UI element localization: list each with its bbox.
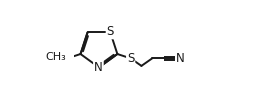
Text: S: S xyxy=(107,25,114,38)
Text: S: S xyxy=(127,52,134,65)
Text: CH₃: CH₃ xyxy=(45,52,66,62)
Text: N: N xyxy=(176,52,185,65)
Text: N: N xyxy=(94,61,103,74)
